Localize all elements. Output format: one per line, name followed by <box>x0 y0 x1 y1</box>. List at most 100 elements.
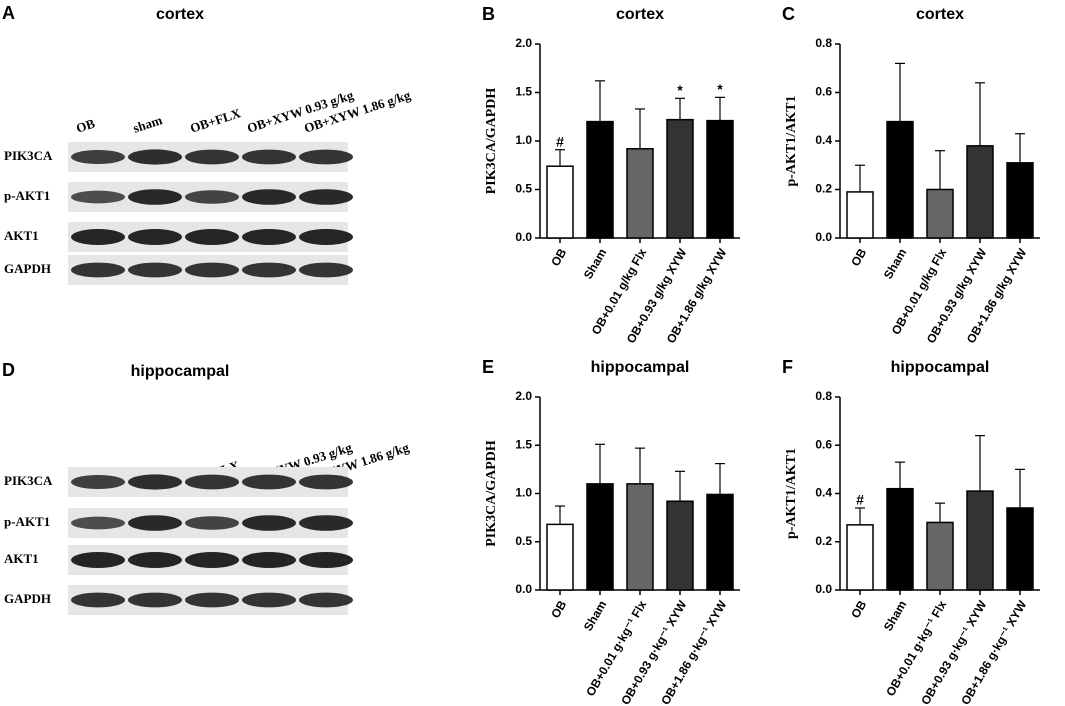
y-tick-label: 0.0 <box>815 582 832 596</box>
x-tick-label: Sham <box>881 598 909 633</box>
lane-label: OB+FLX <box>188 105 243 136</box>
bar <box>666 118 694 239</box>
x-tick-label: OB <box>848 246 869 269</box>
x-tick-label: OB <box>848 598 869 621</box>
y-tick-label: 0.4 <box>815 486 832 500</box>
bar <box>706 119 734 239</box>
bar <box>926 521 954 591</box>
y-tick-label: 1.0 <box>515 133 532 147</box>
y-tick-label: 0.0 <box>515 230 532 244</box>
y-tick-label: 2.0 <box>515 36 532 50</box>
blot-band <box>242 149 296 165</box>
y-tick-label: 0.6 <box>815 437 832 451</box>
y-tick-label: 0.0 <box>815 230 832 244</box>
panel-letter: A <box>2 3 15 23</box>
panel-letter: D <box>2 360 15 380</box>
lane-label: sham <box>131 112 164 135</box>
y-tick-label: 0.0 <box>515 582 532 596</box>
blot-band <box>299 229 353 245</box>
y-tick-label: 1.5 <box>515 85 532 99</box>
y-axis-label: p-AKT1/AKT1 <box>784 95 799 186</box>
blot-band <box>242 262 296 278</box>
bar <box>626 148 654 239</box>
blot-band <box>71 516 125 530</box>
y-tick-label: 1.0 <box>515 486 532 500</box>
bar <box>546 523 574 591</box>
row-label: p-AKT1 <box>4 514 50 529</box>
chart-title: hippocampal <box>891 359 990 376</box>
blot-title: cortex <box>156 6 204 23</box>
y-tick-label: 0.8 <box>815 36 832 50</box>
panel-letter: E <box>482 357 494 377</box>
bar <box>966 145 994 239</box>
blot-band <box>71 262 125 278</box>
row-label: p-AKT1 <box>4 188 50 203</box>
blot-band <box>242 515 296 531</box>
significance-mark: # <box>556 133 564 149</box>
y-tick-label: 2.0 <box>515 389 532 403</box>
blot-band <box>185 516 239 530</box>
bar <box>926 188 954 239</box>
blot-band <box>71 229 125 245</box>
y-tick-label: 1.5 <box>515 437 532 451</box>
blot-band <box>128 592 182 608</box>
bar <box>886 487 914 591</box>
lane-label: OB <box>74 116 97 136</box>
blot-band <box>71 190 125 204</box>
y-tick-label: 0.4 <box>815 133 832 147</box>
blot-band <box>128 149 182 165</box>
bar <box>706 493 734 591</box>
bar <box>846 524 874 591</box>
blot-band <box>299 189 353 205</box>
y-tick-label: 0.5 <box>515 182 532 196</box>
blot-band <box>299 149 353 165</box>
blot-band <box>71 552 125 568</box>
blot-band <box>242 592 296 608</box>
blot-band <box>185 149 239 165</box>
bar <box>1006 507 1034 591</box>
bar <box>1006 162 1034 239</box>
y-tick-label: 0.8 <box>815 389 832 403</box>
blot-band <box>185 474 239 490</box>
y-tick-label: 0.2 <box>815 182 832 196</box>
row-label: AKT1 <box>4 228 39 243</box>
y-axis-label: PIK3CA/GAPDH <box>484 440 499 547</box>
bar <box>626 483 654 591</box>
blot-band <box>128 189 182 205</box>
x-tick-label: Sham <box>881 246 909 281</box>
blot-band <box>128 262 182 278</box>
row-label: PIK3CA <box>4 148 53 163</box>
blot-band <box>128 229 182 245</box>
bar <box>846 191 874 239</box>
row-label: GAPDH <box>4 591 51 606</box>
bar <box>586 483 614 591</box>
panel-letter: B <box>482 4 495 24</box>
bar <box>666 500 694 591</box>
blot-band <box>242 552 296 568</box>
x-tick-label: Sham <box>581 246 609 281</box>
blot-band <box>71 475 125 489</box>
blot-band <box>299 592 353 608</box>
y-axis-label: PIK3CA/GAPDH <box>484 88 499 195</box>
y-tick-label: 0.5 <box>515 534 532 548</box>
chart-title: hippocampal <box>591 359 690 376</box>
row-label: GAPDH <box>4 261 51 276</box>
blot-band <box>242 474 296 490</box>
blot-band <box>299 474 353 490</box>
blot-band <box>299 515 353 531</box>
blot-band <box>71 592 125 608</box>
bar <box>586 120 614 239</box>
significance-mark: * <box>717 81 723 97</box>
blot-band <box>242 189 296 205</box>
x-tick-label: OB <box>548 598 569 621</box>
blot-band <box>128 515 182 531</box>
blot-band <box>185 592 239 608</box>
blot-band <box>242 229 296 245</box>
blot-band <box>128 552 182 568</box>
blot-title: hippocampal <box>131 363 230 380</box>
blot-band <box>71 150 125 164</box>
y-axis-label: p-AKT1/AKT1 <box>784 448 799 539</box>
y-tick-label: 0.6 <box>815 85 832 99</box>
chart-title: cortex <box>616 6 664 23</box>
chart-title: cortex <box>916 6 964 23</box>
